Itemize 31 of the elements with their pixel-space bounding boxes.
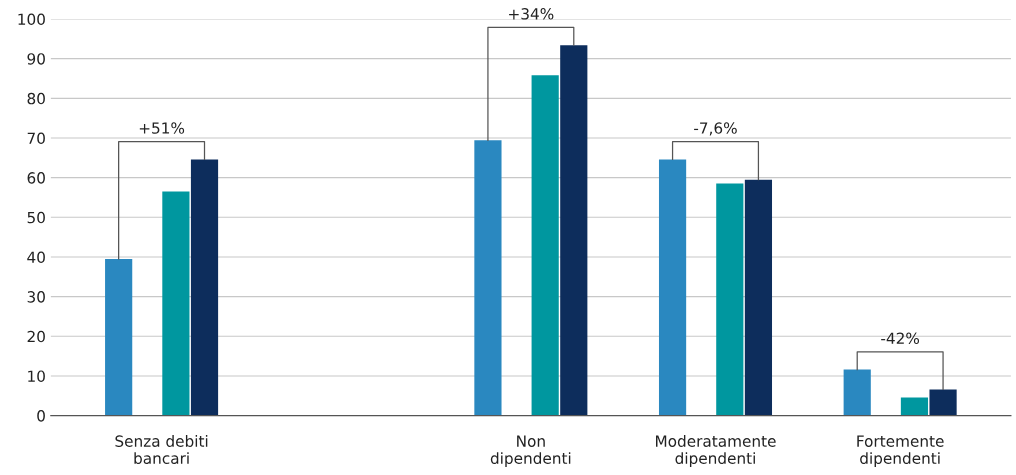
y-tick-label: 30: [27, 291, 45, 303]
x-tick-label: Moderatamente dipendenti: [656, 435, 776, 467]
annotation: -7,6%: [694, 122, 737, 136]
bar: [531, 75, 559, 416]
y-tick-label: 90: [27, 53, 45, 65]
bar: [843, 369, 871, 416]
bar: [929, 389, 957, 416]
x-tick-label: Senza debiti bancari: [115, 435, 208, 464]
bar: [162, 191, 190, 416]
annotation: +34%: [509, 8, 554, 20]
y-tick-label: 0: [37, 410, 45, 422]
annotation: +51%: [139, 122, 185, 134]
bar: [105, 258, 133, 416]
y-tick-label: 60: [27, 172, 45, 184]
bar: [716, 183, 744, 416]
y-tick-label: 100: [18, 13, 45, 26]
y-tick-label: 40: [27, 251, 45, 263]
y-tick-label: 50: [27, 211, 45, 224]
x-tick-label: Non dipendenti: [490, 435, 571, 467]
y-tick-label: 70: [27, 132, 45, 145]
bar: [658, 159, 687, 416]
y-tick-label: 20: [27, 330, 45, 343]
y-tick-label: 10: [28, 370, 45, 382]
bar: [474, 140, 502, 416]
bar: [190, 159, 219, 416]
bar: [900, 397, 929, 416]
annotation: -42%: [881, 332, 920, 345]
bar: [560, 45, 588, 416]
y-tick-label: 80: [27, 92, 45, 105]
bar: [744, 179, 773, 416]
x-tick-label: Fortemente dipendenti: [857, 435, 944, 467]
